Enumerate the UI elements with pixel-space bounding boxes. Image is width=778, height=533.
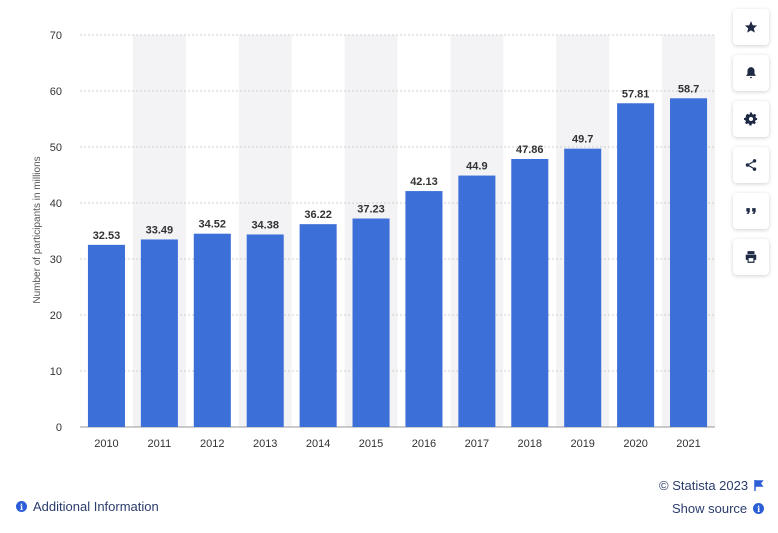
- info-icon: i: [16, 501, 27, 512]
- y-tick-label: 40: [50, 198, 62, 210]
- bar[interactable]: [246, 234, 284, 427]
- bar[interactable]: [458, 175, 496, 427]
- copyright-link[interactable]: © Statista 2023: [659, 478, 764, 493]
- x-tick-label: 2021: [676, 438, 700, 450]
- x-tick-label: 2015: [359, 438, 383, 450]
- copyright-text: © Statista 2023: [659, 478, 749, 493]
- gridlines: [80, 34, 715, 428]
- data-label: 33.49: [146, 224, 174, 236]
- x-tick-label: 2011: [148, 438, 172, 450]
- data-label: 36.22: [304, 209, 332, 221]
- bar[interactable]: [193, 233, 231, 427]
- x-tick-label: 2013: [253, 438, 277, 450]
- share-button[interactable]: [733, 147, 769, 183]
- x-axis-ticks: 2010 2011 2012 2013 2014 2015 2016 2017 2018 2019…: [94, 438, 701, 450]
- settings-button[interactable]: [733, 101, 769, 137]
- x-tick-label: 2012: [200, 438, 224, 450]
- data-label: 58.7: [678, 83, 699, 95]
- additional-information-label: Additional Information: [33, 499, 159, 514]
- data-label: 47.86: [516, 144, 544, 156]
- y-axis-title: Number of participants in millions: [32, 156, 43, 303]
- gear-icon: [744, 112, 758, 126]
- x-tick-label: 2010: [94, 438, 118, 450]
- favorite-button[interactable]: [733, 9, 769, 45]
- bar[interactable]: [405, 191, 443, 427]
- y-tick-label: 60: [50, 86, 62, 98]
- y-tick-label: 10: [50, 366, 62, 378]
- bar[interactable]: [511, 158, 549, 427]
- bar[interactable]: [352, 218, 390, 427]
- x-tick-label: 2018: [518, 438, 542, 450]
- data-labels: 32.53 33.49 34.52 34.38 36.22 37.23 42.13 44.9 4…: [93, 83, 700, 242]
- additional-information-link[interactable]: i Additional Information: [16, 499, 159, 514]
- x-tick-label: 2016: [412, 438, 436, 450]
- data-label: 44.9: [466, 161, 487, 173]
- data-label: 49.7: [572, 134, 593, 146]
- x-tick-label: 2017: [465, 438, 489, 450]
- data-label: 34.38: [251, 219, 279, 231]
- bar[interactable]: [140, 239, 178, 427]
- cite-button[interactable]: [733, 193, 769, 229]
- y-tick-label: 30: [50, 254, 62, 266]
- data-label: 42.13: [410, 176, 438, 188]
- x-tick-label: 2019: [570, 438, 594, 450]
- x-tick-label: 2020: [623, 438, 647, 450]
- bell-icon: [746, 67, 756, 79]
- data-label: 34.52: [199, 219, 227, 231]
- bar[interactable]: [564, 148, 602, 427]
- y-tick-label: 50: [50, 142, 62, 154]
- bar[interactable]: [617, 103, 655, 427]
- flag-icon: [754, 480, 764, 491]
- show-source-label: Show source: [672, 501, 748, 516]
- data-label: 32.53: [93, 230, 121, 242]
- y-tick-label: 20: [50, 310, 62, 322]
- data-label: 57.81: [622, 88, 650, 100]
- bar[interactable]: [87, 244, 125, 427]
- data-label: 37.23: [357, 204, 385, 216]
- quote-icon: [746, 208, 756, 214]
- bar[interactable]: [299, 224, 337, 427]
- bar[interactable]: [670, 98, 708, 427]
- share-icon: [745, 159, 757, 171]
- y-tick-label: 70: [50, 30, 62, 42]
- bars: [87, 98, 708, 427]
- x-tick-label: 2014: [306, 438, 330, 450]
- star-icon: [744, 21, 758, 33]
- show-source-link[interactable]: Show source i: [672, 501, 765, 516]
- y-tick-label: 0: [56, 422, 62, 434]
- info-icon: i: [753, 503, 765, 514]
- print-button[interactable]: [733, 239, 769, 275]
- y-axis-ticks: 0 10 20 30 40 50 60 70: [50, 30, 62, 434]
- notification-button[interactable]: [733, 55, 769, 91]
- print-icon: [745, 251, 757, 263]
